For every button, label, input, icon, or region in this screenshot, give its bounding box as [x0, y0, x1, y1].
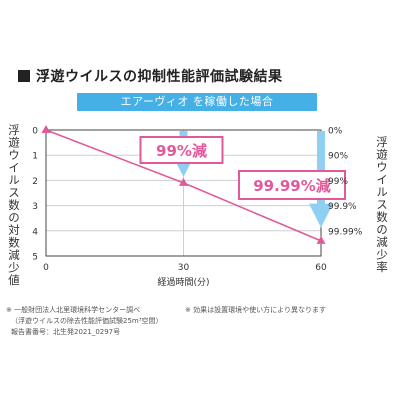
y-tick-label-right: 99.9% — [328, 202, 357, 212]
data-point — [316, 235, 326, 244]
square-bullet-icon — [18, 70, 30, 82]
x-axis-label: 経過時間(分) — [157, 276, 209, 288]
y-tick-label-right: 99.99% — [328, 227, 363, 237]
y-tick-label-right: 90% — [328, 152, 348, 162]
condition-banner: エアーヴィオ を稼働した場合 — [77, 93, 317, 111]
x-tick-label: 0 — [43, 263, 49, 273]
annotation-label: 99.99%減 — [253, 177, 330, 195]
y-tick-label-right: 0% — [328, 127, 343, 137]
footnote-test: （浮遊ウイルスの除去性能評価試験25m³空間） — [11, 317, 163, 325]
y-tick-label: 4 — [32, 227, 38, 237]
y-axis-label-right: 浮遊ウイルス数の減少率 — [375, 136, 389, 274]
footnote-source: ※ 一般財団法人北里環境科学センター調べ — [6, 306, 141, 314]
y-axis-label-left: 浮遊ウイルス数の対数減少値 — [7, 124, 21, 287]
footnote-report: 報告書番号：北生発2021_0297号 — [11, 328, 121, 336]
y-tick-label: 3 — [32, 202, 38, 212]
data-point — [41, 125, 51, 133]
footnote-disclaimer: ※ 効果は設置環境や使い方により異なります — [185, 306, 326, 314]
annotation-label: 99%減 — [156, 142, 207, 160]
page-title: 浮遊ウイルスの抑制性能評価試験結果 — [18, 66, 283, 86]
y-tick-label-right: 99% — [328, 177, 348, 187]
x-tick-label: 30 — [178, 263, 190, 273]
y-tick-label: 1 — [32, 152, 38, 162]
x-tick-label: 60 — [315, 263, 327, 273]
title-text: 浮遊ウイルスの抑制性能評価試験結果 — [36, 69, 283, 85]
y-tick-label: 5 — [32, 253, 38, 263]
annotation-box — [139, 136, 224, 164]
y-tick-label: 0 — [32, 127, 38, 137]
annotation-box — [238, 170, 346, 200]
data-point — [179, 177, 188, 186]
y-tick-label: 2 — [32, 177, 38, 187]
